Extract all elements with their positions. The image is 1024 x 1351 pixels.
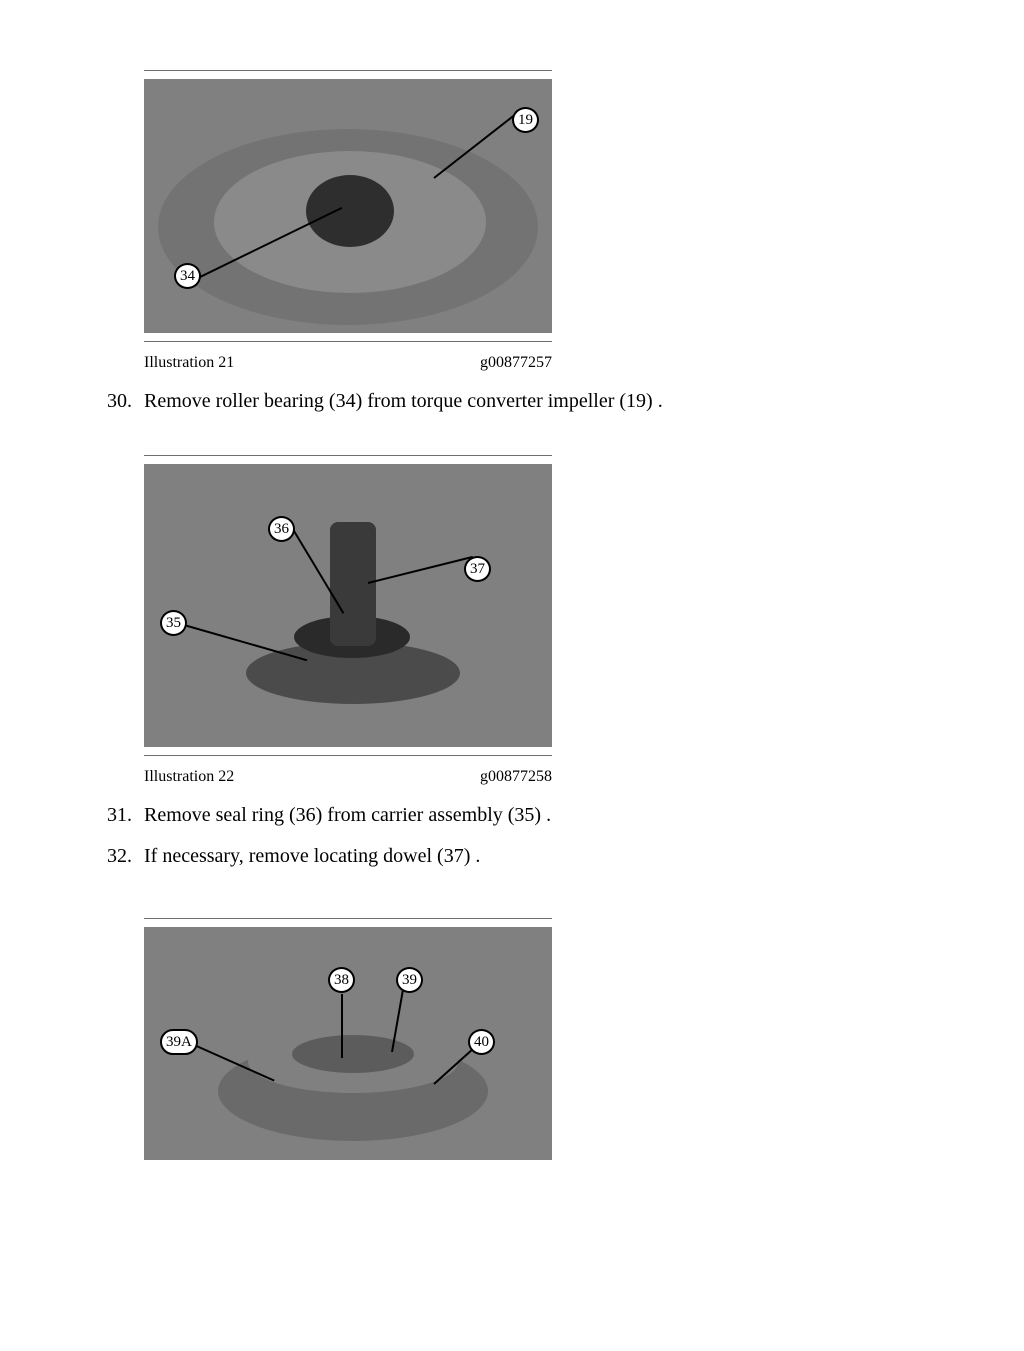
step-text: Remove seal ring (36) from carrier assem… <box>144 802 928 829</box>
step-number: 32. <box>96 843 132 870</box>
callout-35: 35 <box>160 610 187 636</box>
figure-22: 35 36 37 Illustration 22 g00877258 <box>144 455 552 786</box>
step-text: Remove roller bearing (34) from torque c… <box>144 388 928 415</box>
step-list-1: 30. Remove roller bearing (34) from torq… <box>96 388 928 415</box>
callout-36: 36 <box>268 516 295 542</box>
callout-39a: 39A <box>160 1029 198 1055</box>
step-text: If necessary, remove locating dowel (37)… <box>144 843 928 870</box>
figure-23-image: 38 39 39A 40 <box>144 927 552 1160</box>
step-list-2: 31. Remove seal ring (36) from carrier a… <box>96 802 928 870</box>
figure-21: 19 34 Illustration 21 g00877257 <box>144 70 552 372</box>
figure-rule-top <box>144 70 552 71</box>
step-number: 31. <box>96 802 132 829</box>
step-31: 31. Remove seal ring (36) from carrier a… <box>96 802 928 829</box>
figure-rule-top <box>144 455 552 456</box>
illustration-code: g00877258 <box>480 768 552 786</box>
step-30: 30. Remove roller bearing (34) from torq… <box>96 388 928 415</box>
figure-21-image: 19 34 <box>144 79 552 333</box>
callout-38: 38 <box>328 967 355 993</box>
figure-rule-bottom <box>144 341 552 342</box>
illustration-label: Illustration 21 <box>144 354 234 372</box>
figure-23-shape-inner <box>292 1035 414 1073</box>
figure-rule-top <box>144 918 552 919</box>
figure-21-caption: Illustration 21 g00877257 <box>144 354 552 372</box>
illustration-label: Illustration 22 <box>144 768 234 786</box>
illustration-code: g00877257 <box>480 354 552 372</box>
figure-22-caption: Illustration 22 g00877258 <box>144 768 552 786</box>
figure-22-shape-shaft <box>330 522 376 646</box>
step-32: 32. If necessary, remove locating dowel … <box>96 843 928 870</box>
figure-22-leader-37 <box>368 556 473 584</box>
figure-23: 38 39 39A 40 <box>144 918 552 1160</box>
figure-22-leader-35 <box>184 624 308 661</box>
step-number: 30. <box>96 388 132 415</box>
callout-39: 39 <box>396 967 423 993</box>
figure-rule-bottom <box>144 755 552 756</box>
figure-22-image: 35 36 37 <box>144 464 552 747</box>
callout-37: 37 <box>464 556 491 582</box>
callout-34: 34 <box>174 263 201 289</box>
document-page: 19 34 Illustration 21 g00877257 30. Remo… <box>0 0 1024 1220</box>
callout-19: 19 <box>512 107 539 133</box>
figure-23-leader-38 <box>341 994 343 1058</box>
figure-21-shape-hub <box>306 175 394 247</box>
callout-40: 40 <box>468 1029 495 1055</box>
